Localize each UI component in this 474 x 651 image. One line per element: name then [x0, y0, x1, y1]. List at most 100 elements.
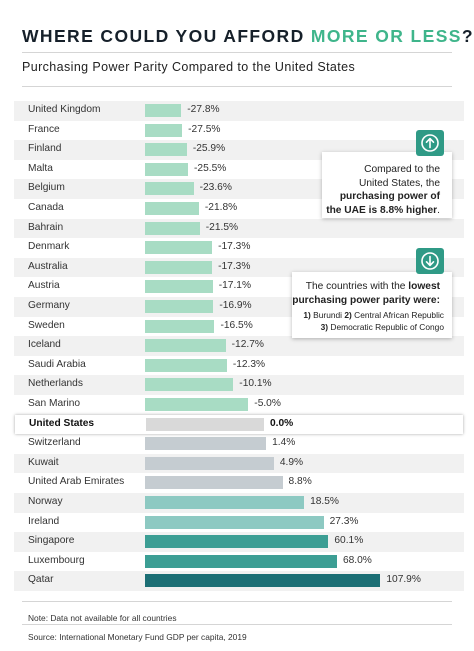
chart-row-united-states: United States 0.0% — [15, 414, 463, 435]
category-label-sweden: Sweden — [28, 319, 65, 331]
category-label-iceland: Iceland — [28, 339, 61, 351]
list-num-1: 1) — [303, 310, 311, 320]
title-suffix: ? — [461, 26, 474, 46]
category-label-germany: Germany — [28, 300, 70, 311]
bar-united-kingdom — [145, 104, 182, 117]
category-label-qatar: Qatar — [28, 574, 54, 586]
note-divider — [22, 601, 452, 602]
chart-row-netherlands: Netherlands -10.1% — [14, 375, 464, 395]
chart-row-luxembourg: Luxembourg 68.0% — [14, 552, 464, 572]
title-highlight: MORE OR LESS — [310, 26, 462, 46]
lowest-callout-text: The countries with the lowest purchasing… — [290, 280, 440, 307]
list-num-3: 3) — [320, 322, 329, 332]
data-label-netherlands: -10.1% — [239, 378, 272, 390]
category-label-united-states: United States — [29, 417, 95, 429]
bar-netherlands — [145, 378, 234, 392]
category-label-france: France — [28, 123, 60, 135]
chart-row-sweden: Sweden -16.5% — [14, 317, 464, 337]
category-label-luxembourg: Luxembourg — [28, 554, 85, 566]
subtitle-divider — [22, 86, 452, 87]
source-divider — [22, 624, 452, 625]
category-label-netherlands: Netherlands — [28, 378, 83, 390]
chart-row-qatar: Qatar 107.9% — [14, 571, 464, 591]
category-label-finland: Finland — [28, 143, 62, 155]
uae-callout-text: Compared to the United States, the purch… — [320, 163, 440, 217]
category-label-switzerland: Switzerland — [28, 437, 81, 449]
category-label-ireland: Ireland — [28, 515, 60, 527]
bar-bahrain — [145, 221, 200, 235]
list-num-2: 2) — [344, 310, 352, 320]
bar-singapore — [145, 535, 329, 549]
chart-row-saudi-arabia: Saudi Arabia -12.3% — [14, 356, 464, 376]
uae-callout: Compared to the United States, the purch… — [320, 130, 452, 218]
category-label-austria: Austria — [28, 280, 60, 292]
bar-luxembourg — [145, 554, 337, 568]
category-label-san-marino: San Marino — [28, 398, 81, 409]
bar-germany — [145, 300, 214, 313]
data-label-bahrain: -21.5% — [205, 221, 239, 233]
chart-row-malta: Malta -25.5% — [14, 160, 464, 180]
category-label-kuwait: Kuwait — [28, 456, 59, 468]
bar-denmark — [145, 241, 213, 255]
chart-row-norway: Norway 18.5% — [14, 493, 464, 513]
data-label-norway: 18.5% — [310, 496, 339, 507]
category-label-denmark: Denmark — [28, 241, 70, 253]
bar-iceland — [145, 339, 226, 353]
data-label-germany: -16.9% — [219, 300, 252, 311]
data-label-denmark: -17.3% — [218, 241, 251, 253]
data-label-luxembourg: 68.0% — [342, 554, 372, 566]
bar-finland — [145, 143, 187, 157]
bar-austria — [145, 280, 213, 294]
title-divider — [22, 52, 452, 53]
data-label-qatar: 107.9% — [386, 574, 421, 586]
bar-ireland — [145, 515, 324, 529]
chart-row-united-arab-emirates: United Arab Emirates 8.8% — [14, 473, 464, 493]
category-label-malta: Malta — [28, 162, 53, 174]
data-label-united-arab-emirates: 8.8% — [288, 476, 312, 488]
data-label-kuwait: 4.9% — [279, 456, 304, 468]
data-label-malta: -25.5% — [194, 162, 227, 174]
uae-callout-bold1: purchasing power of — [339, 191, 440, 202]
uae-callout-line1: Compared to the — [364, 164, 440, 175]
list-country-3: Democratic Republic of Congo — [328, 322, 444, 332]
list-country-2: Central African Republic — [351, 310, 444, 320]
data-label-ireland: 27.3% — [329, 515, 359, 527]
category-label-saudi-arabia: Saudi Arabia — [28, 358, 86, 370]
arrow-up-circle-icon — [416, 130, 444, 156]
bar-belgium — [145, 182, 194, 196]
category-label-united-kingdom: United Kingdom — [28, 104, 101, 115]
data-label-canada: -21.8% — [204, 202, 238, 213]
uae-callout-line2: United States, the — [359, 177, 440, 189]
chart-row-canada: Canada -21.8% — [14, 199, 464, 219]
bar-malta — [145, 162, 189, 176]
data-label-united-kingdom: -27.8% — [187, 104, 220, 115]
uae-callout-end: . — [437, 204, 440, 216]
data-label-san-marino: -5.0% — [254, 398, 281, 409]
lowest-callout-bold: lowest — [408, 281, 440, 292]
category-label-australia: Australia — [28, 260, 68, 272]
chart-row-kuwait: Kuwait 4.9% — [14, 453, 464, 474]
lowest-callout-line1: The countries with the — [305, 281, 409, 292]
bar-qatar — [145, 574, 381, 588]
category-label-united-arab-emirates: United Arab Emirates — [28, 476, 125, 488]
source-note: Source: International Monetary Fund GDP … — [28, 632, 247, 642]
data-label-singapore: 60.1% — [334, 535, 364, 547]
chart-row-switzerland: Switzerland 1.4% — [14, 434, 464, 454]
data-label-iceland: -12.7% — [231, 339, 264, 351]
bar-australia — [145, 260, 213, 274]
data-label-finland: -25.9% — [192, 143, 226, 155]
category-label-belgium: Belgium — [28, 182, 65, 194]
chart-subtitle: Purchasing Power Parity Compared to the … — [22, 60, 356, 74]
uae-callout-bold2: the UAE is 8.8% higher — [326, 204, 438, 216]
footnote: Note: Data not available for all countri… — [28, 613, 177, 623]
chart-row-ireland: Ireland 27.3% — [14, 513, 464, 533]
bar-canada — [145, 202, 199, 215]
category-label-canada: Canada — [28, 202, 64, 213]
arrow-down-circle-icon — [416, 248, 444, 274]
category-label-singapore: Singapore — [28, 535, 75, 547]
chart-row-united-kingdom: United Kingdom -27.8% — [14, 101, 464, 121]
bar-switzerland — [145, 437, 267, 451]
category-label-norway: Norway — [28, 496, 63, 507]
lowest-callout: The countries with the lowest purchasing… — [290, 248, 452, 338]
chart-row-austria: Austria -17.1% — [14, 277, 464, 297]
